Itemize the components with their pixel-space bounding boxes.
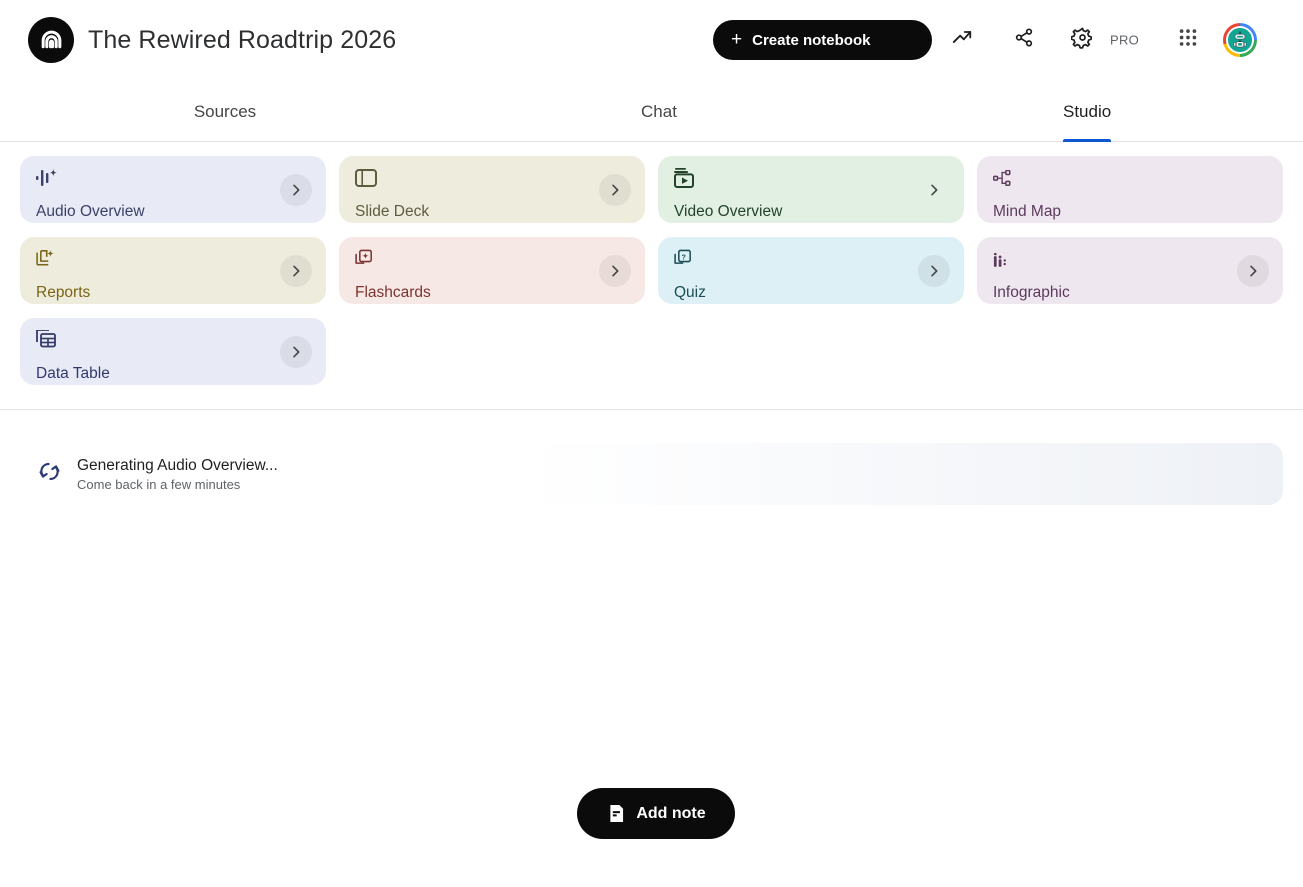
svg-text:?: ?: [682, 252, 687, 261]
